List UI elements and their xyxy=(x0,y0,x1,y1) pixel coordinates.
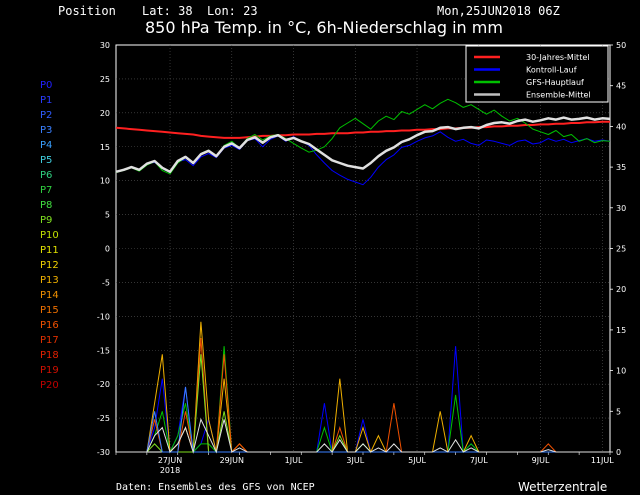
y-left-tick-label: -30 xyxy=(97,448,110,457)
temp-line-kontroll-lauf xyxy=(115,131,611,186)
y-right-tick-label: 35 xyxy=(616,163,626,172)
member-label-p6: P6 xyxy=(40,170,53,181)
y-left-tick-label: -15 xyxy=(97,346,110,355)
legend-entry: GFS-Hauptlauf xyxy=(526,78,584,87)
y-right-tick-label: 40 xyxy=(616,122,626,131)
y-right-tick-label: 5 xyxy=(616,407,621,416)
position-label: Position xyxy=(58,4,116,18)
run-date: Mon,25JUN2018 06Z xyxy=(437,4,560,18)
member-label-p15: P15 xyxy=(40,305,59,316)
y-left-tick-label: 15 xyxy=(100,143,110,152)
y-left-tick-label: 30 xyxy=(100,41,110,50)
legend-entry: 30-Jahres-Mittel xyxy=(526,53,589,62)
y-left-tick-label: 20 xyxy=(100,109,110,118)
y-right-tick-label: 20 xyxy=(616,285,626,294)
member-label-p17: P17 xyxy=(40,335,59,346)
x-tick-label: 29JUN xyxy=(220,456,244,465)
member-label-p1: P1 xyxy=(40,95,53,106)
y-left-tick-label: 25 xyxy=(100,75,110,84)
member-label-p5: P5 xyxy=(40,155,53,166)
member-label-p20: P20 xyxy=(40,380,59,391)
y-right-tick-label: 30 xyxy=(616,204,626,213)
member-label-p0: P0 xyxy=(40,80,53,91)
member-label-p12: P12 xyxy=(40,260,59,271)
member-label-p10: P10 xyxy=(40,230,59,241)
y-left-tick-label: 5 xyxy=(105,211,110,220)
member-label-p11: P11 xyxy=(40,245,59,256)
y-left-tick-label: 10 xyxy=(100,177,110,186)
member-label-p16: P16 xyxy=(40,320,59,331)
y-left-tick-label: -10 xyxy=(97,312,110,321)
y-right-tick-label: 15 xyxy=(616,326,626,335)
y-right-tick-label: 10 xyxy=(616,367,626,376)
y-left-tick-label: -5 xyxy=(102,278,110,287)
y-left-tick-label: -25 xyxy=(97,414,110,423)
member-label-p3: P3 xyxy=(40,125,53,136)
x-tick-label: 27JUN xyxy=(158,456,182,465)
member-label-p4: P4 xyxy=(40,140,53,151)
x-tick-label: 11JUL xyxy=(591,456,614,465)
x-tick-label: 1JUL xyxy=(285,456,303,465)
chart-title: 850 hPa Temp. in °C, 6h-Niederschlag in … xyxy=(145,18,503,37)
latitude-label: Lat: 38 xyxy=(142,4,193,18)
longitude-label: Lon: 23 xyxy=(207,4,258,18)
member-label-p14: P14 xyxy=(40,290,59,301)
member-label-p8: P8 xyxy=(40,200,53,211)
x-tick-label: 5JUL xyxy=(408,456,426,465)
y-right-tick-label: 45 xyxy=(616,82,626,91)
precip-line-p17 xyxy=(116,337,610,454)
temp-line-ensemble-mittel xyxy=(115,116,611,174)
y-right-tick-label: 25 xyxy=(616,245,626,254)
x-year-label: 2018 xyxy=(160,466,180,475)
x-tick-label: 3JUL xyxy=(346,456,364,465)
y-left-tick-label: -20 xyxy=(97,380,110,389)
brand-label: Wetterzentrale xyxy=(518,480,608,494)
member-label-p7: P7 xyxy=(40,185,53,196)
member-label-p2: P2 xyxy=(40,110,53,121)
member-label-p19: P19 xyxy=(40,365,59,376)
legend-box xyxy=(465,45,609,103)
y-right-tick-label: 0 xyxy=(616,448,621,457)
precip-line-ensemble-mittel xyxy=(116,417,610,454)
legend-entry: Kontroll-Lauf xyxy=(526,66,577,75)
member-label-p9: P9 xyxy=(40,215,53,226)
member-label-p13: P13 xyxy=(40,275,59,286)
y-right-tick-label: 50 xyxy=(616,41,626,50)
y-left-tick-label: 0 xyxy=(105,245,110,254)
member-label-p18: P18 xyxy=(40,350,59,361)
x-tick-label: 9JUL xyxy=(532,456,550,465)
x-tick-label: 7JUL xyxy=(470,456,488,465)
legend-entry: Ensemble-Mittel xyxy=(526,91,591,100)
data-source: Daten: Ensembles des GFS von NCEP xyxy=(116,482,315,493)
